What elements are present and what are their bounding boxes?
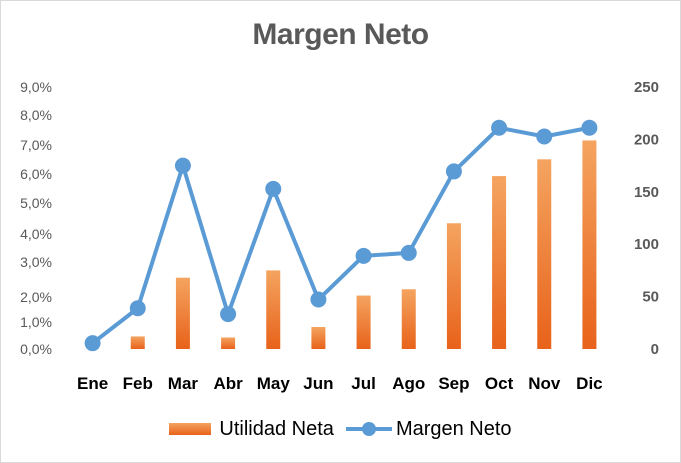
y-right-tick-label: 200 <box>634 131 659 148</box>
x-tick-label: Ago <box>392 374 425 393</box>
bar <box>582 140 597 349</box>
bar <box>401 289 416 349</box>
y-left-tick-label: 9,0% <box>20 79 52 95</box>
bar <box>492 176 507 349</box>
bar <box>356 295 371 349</box>
x-tick-label: Sep <box>438 374 469 393</box>
legend-label-bar: Utilidad Neta <box>219 417 334 440</box>
line-point <box>174 157 191 174</box>
line-point <box>581 119 598 136</box>
bar <box>537 159 552 349</box>
bar <box>175 277 190 349</box>
y-right-tick-label: 50 <box>642 289 659 306</box>
legend-swatch-bar <box>169 423 212 435</box>
x-tick-label: Mar <box>168 374 199 393</box>
bar <box>311 326 326 349</box>
x-tick-label: Jun <box>303 374 333 393</box>
legend-swatch-line <box>345 422 392 436</box>
x-tick-label: Jul <box>351 374 376 393</box>
x-tick-label: Dic <box>576 374 602 393</box>
y-left-tick-label: 2,0% <box>20 289 52 305</box>
legend-label-line: Margen Neto <box>395 417 512 440</box>
y-left-tick-label: 5,0% <box>20 195 52 211</box>
x-tick-label: Feb <box>123 374 153 393</box>
x-tick-label: May <box>257 374 291 393</box>
y-left-tick-label: 4,0% <box>20 226 52 242</box>
y-right-tick-label: 100 <box>634 236 659 253</box>
chart-legend: Utilidad Neta Margen Neto <box>0 414 681 444</box>
line-point <box>265 180 282 197</box>
line-point <box>536 128 553 145</box>
line-point <box>310 291 327 308</box>
y-left-tick-label: 1,0% <box>20 314 52 330</box>
y-left-tick-label: 8,0% <box>20 107 52 123</box>
x-tick-label: Nov <box>528 374 561 393</box>
bar <box>266 270 281 349</box>
chart-title: Margen Neto <box>252 18 429 51</box>
line-point <box>491 119 508 136</box>
y-left-tick-label: 6,0% <box>20 166 52 182</box>
line-point <box>445 163 462 180</box>
line-point <box>400 244 417 261</box>
line-point <box>84 335 101 352</box>
bar <box>130 336 145 349</box>
line-point <box>129 300 146 317</box>
line-point <box>220 306 237 323</box>
line-point <box>355 247 372 264</box>
y-right-tick-label: 250 <box>634 79 659 96</box>
margin-line <box>91 125 590 345</box>
y-left-tick-label: 7,0% <box>20 137 52 153</box>
y-right-tick-label: 0 <box>651 341 659 358</box>
legend-item-line: Margen Neto <box>345 417 512 441</box>
x-tick-label: Abr <box>213 374 243 393</box>
bar <box>221 337 236 349</box>
x-tick-label: Ene <box>77 374 108 393</box>
legend-item-bar: Utilidad Neta <box>169 418 334 441</box>
y-left-tick-label: 3,0% <box>20 254 52 270</box>
x-tick-label: Oct <box>485 374 514 393</box>
y-left-tick-label: 0,0% <box>20 341 52 357</box>
bar <box>446 223 461 349</box>
y-right-tick-label: 150 <box>634 184 659 201</box>
